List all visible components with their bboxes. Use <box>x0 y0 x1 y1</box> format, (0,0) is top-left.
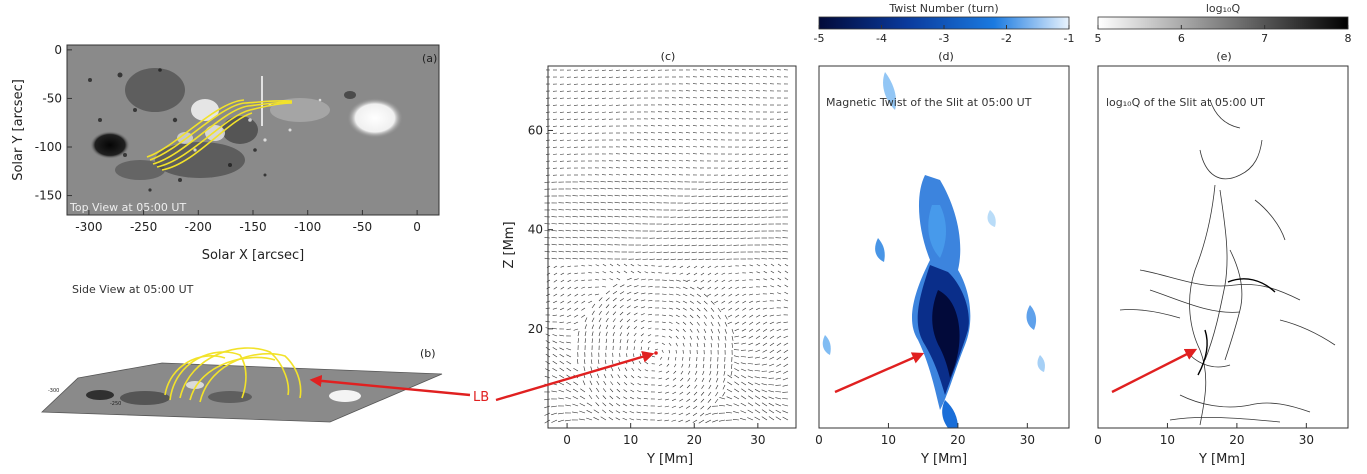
q-colorbar-tick-label: 6 <box>1178 32 1185 45</box>
panel-a-x-tick-label: -100 <box>294 220 321 234</box>
panel-c-y-tick-label: 60 <box>528 123 543 137</box>
panel-c-ylabel: Z [Mm] <box>502 221 517 268</box>
twist-colorbar-tick-label: -4 <box>876 32 887 45</box>
panel-a-y-tick-label: -150 <box>35 189 62 203</box>
panel-b: Side View at 05:00 UT (b) -300 -250 <box>42 283 442 422</box>
panel-a-x-tick-label: -300 <box>75 220 102 234</box>
panel-a-x-tick-label: -200 <box>185 220 212 234</box>
q-colorbar-tick-label: 8 <box>1345 32 1352 45</box>
panel-d: Twist Number (turn) -5 -4 -3 -2 -1 (d) Magne… <box>814 2 1075 467</box>
twist-colorbar-title: Twist Number (turn) <box>888 2 998 15</box>
lb-label: LB <box>473 390 489 405</box>
panel-a-ylabel: Solar Y [arcsec] <box>11 79 26 181</box>
panel-d-x-tick-label: 30 <box>1020 433 1035 447</box>
panel-b-caption: Side View at 05:00 UT <box>72 283 194 296</box>
panel-c-x-tick-label: 20 <box>687 433 702 447</box>
panel-a-xlabel: Solar X [arcsec] <box>202 248 305 263</box>
panel-d-xlabel: Y [Mm] <box>920 452 967 467</box>
panel-c-x-tick-label: 0 <box>563 433 571 447</box>
twist-colorbar-tick-label: -2 <box>1001 32 1012 45</box>
q-colorbar <box>1098 17 1348 29</box>
panel-e-letter: (e) <box>1216 50 1231 63</box>
panel-c-y-tick-label: 40 <box>528 223 543 237</box>
panel-a-y-tick-label: -50 <box>42 91 62 105</box>
panel-a-x-tick-label: -250 <box>130 220 157 234</box>
panel-d-x-tick-label: 20 <box>950 433 965 447</box>
panel-c-y-tick-label: 20 <box>528 322 543 336</box>
svg-text:-300: -300 <box>48 388 59 394</box>
panel-d-letter: (d) <box>938 50 954 63</box>
panel-d-x-tick-label: 0 <box>815 433 823 447</box>
panel-a-letter: (a) <box>422 52 437 65</box>
q-colorbar-tick-label: 7 <box>1261 32 1268 45</box>
twist-colorbar-tick-label: -5 <box>814 32 825 45</box>
panel-e: log₁₀Q 5 6 7 8 (e) log₁₀Q of the Slit at 05… <box>1094 2 1351 467</box>
panel-d-inner-title: Magnetic Twist of the Slit at 05:00 UT <box>826 96 1032 109</box>
panel-a: (a) Top View at 05:00 UT -300 -250 -200 -15… <box>11 43 439 263</box>
panel-e-x-tick-label: 20 <box>1229 433 1244 447</box>
twist-colorbar-tick-label: -1 <box>1064 32 1075 45</box>
panel-a-y-ticks: 0 -50 -100 -150 <box>35 43 72 203</box>
panel-c: (c) 0 10 20 30 20 40 60 Y [Mm] Z [Mm] <box>502 50 796 467</box>
panel-a-caption: Top View at 05:00 UT <box>69 201 186 214</box>
panel-c-letter: (c) <box>661 50 676 63</box>
panel-a-x-tick-label: -50 <box>353 220 373 234</box>
panel-c-xlabel: Y [Mm] <box>646 452 693 467</box>
panel-e-x-tick-label: 30 <box>1299 433 1314 447</box>
panel-a-x-tick-label: -150 <box>239 220 266 234</box>
q-colorbar-tick-label: 5 <box>1095 32 1102 45</box>
panel-a-y-tick-label: 0 <box>54 43 62 57</box>
panel-c-x-tick-label: 30 <box>750 433 765 447</box>
svg-text:-250: -250 <box>110 401 121 407</box>
panel-e-inner-title: log₁₀Q of the Slit at 05:00 UT <box>1106 96 1265 109</box>
panel-d-x-tick-label: 10 <box>881 433 896 447</box>
panel-c-x-tick-label: 10 <box>623 433 638 447</box>
twist-colorbar-tick-label: -3 <box>939 32 950 45</box>
q-colorbar-title: log₁₀Q <box>1206 2 1241 15</box>
panel-e-x-tick-label: 0 <box>1094 433 1102 447</box>
panel-b-letter: (b) <box>420 347 436 360</box>
panel-e-x-tick-label: 10 <box>1160 433 1175 447</box>
panel-a-y-tick-label: -100 <box>35 140 62 154</box>
panel-e-xlabel: Y [Mm] <box>1198 452 1245 467</box>
panel-a-x-tick-label: 0 <box>413 220 421 234</box>
